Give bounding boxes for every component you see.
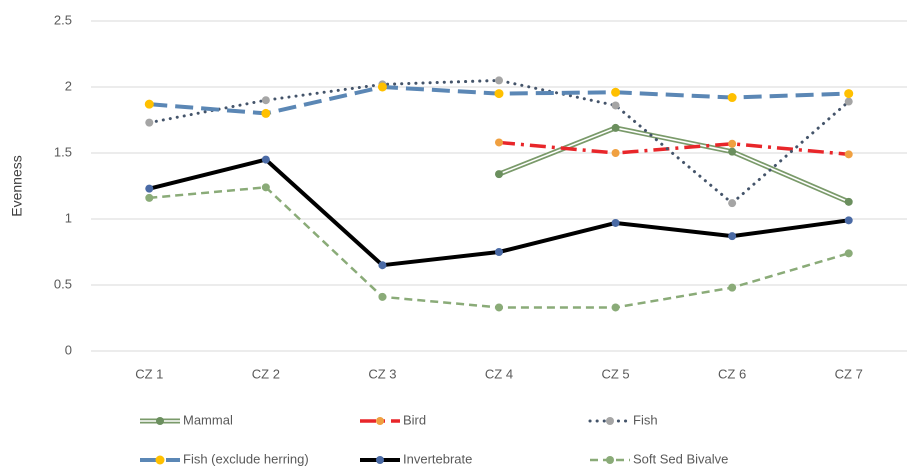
y-tick-label: 2.5 (54, 12, 72, 27)
point (728, 232, 737, 241)
point (611, 87, 621, 97)
point (261, 108, 271, 118)
point (844, 216, 853, 225)
point (844, 197, 853, 206)
point (611, 303, 620, 312)
point (611, 218, 620, 227)
point (844, 249, 853, 258)
legend-label: Invertebrate (403, 451, 472, 466)
legend-marker (156, 417, 164, 425)
point (611, 149, 620, 157)
y-tick-label: 0 (65, 342, 72, 357)
point (495, 303, 503, 312)
point (378, 292, 387, 301)
legend-marker (606, 417, 614, 425)
y-tick-label: 1 (65, 210, 72, 225)
point (844, 97, 853, 106)
legend-marker (606, 456, 614, 464)
point (728, 283, 737, 292)
point (145, 118, 154, 127)
point (611, 123, 620, 132)
series-line (498, 140, 849, 157)
point (728, 199, 737, 208)
x-tick-label: CZ 5 (601, 366, 629, 381)
legend-label: Bird (403, 412, 426, 427)
legend-marker (155, 455, 165, 465)
point (145, 193, 154, 202)
point (495, 248, 503, 256)
point (495, 138, 503, 147)
point (494, 89, 504, 99)
series-line-inner (498, 127, 850, 203)
point (261, 155, 270, 164)
legend-marker (376, 456, 384, 464)
point (377, 82, 387, 92)
point (378, 261, 387, 270)
legend-label: Fish (633, 412, 658, 427)
point (728, 139, 737, 148)
point (611, 101, 620, 110)
y-tick-label: 0.5 (54, 276, 72, 291)
point (728, 147, 737, 156)
legend-label: Soft Sed Bivalve (633, 451, 728, 466)
point (844, 150, 853, 159)
y-tick-label: 1.5 (54, 144, 72, 159)
y-tick-label: 2 (65, 78, 72, 93)
point (261, 183, 270, 192)
x-tick-label: CZ 6 (718, 366, 746, 381)
point (727, 93, 737, 103)
x-tick-label: CZ 4 (485, 366, 513, 381)
point (844, 89, 854, 99)
legend-label: Mammal (183, 412, 233, 427)
x-tick-label: CZ 7 (835, 366, 863, 381)
x-tick-label: CZ 1 (135, 366, 163, 381)
point (261, 96, 270, 105)
x-tick-label: CZ 2 (252, 366, 280, 381)
x-tick-label: CZ 3 (368, 366, 396, 381)
point (495, 170, 503, 179)
point (144, 99, 154, 109)
y-axis-label: Evenness (9, 155, 25, 216)
series-line (149, 186, 850, 309)
point (145, 184, 154, 193)
legend-marker (376, 417, 384, 425)
point (495, 76, 503, 85)
legend-label: Fish (exclude herring) (183, 451, 309, 466)
